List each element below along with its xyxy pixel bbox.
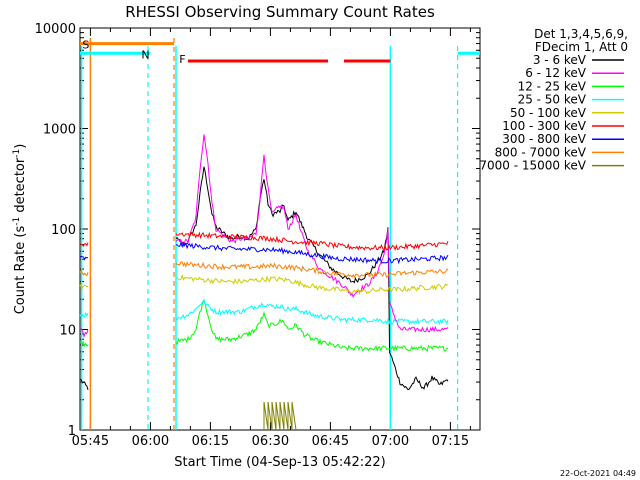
- x-tick-label: 06:45: [312, 434, 349, 449]
- series-line-25-50keV: [79, 298, 449, 326]
- x-tick-label: 07:15: [432, 434, 469, 449]
- series-line-100-300keV: [79, 231, 449, 251]
- legend-label: 50 - 100 keV: [510, 106, 587, 120]
- y-tick-label: 100: [51, 223, 76, 238]
- y-tick-label: 10000: [35, 22, 76, 37]
- x-tick-label: 06:15: [192, 434, 229, 449]
- saa-label: S: [82, 39, 89, 52]
- y-axis-label-part: -1: [12, 149, 22, 158]
- x-tick-label: 07:00: [372, 434, 409, 449]
- x-tick-label: 06:30: [252, 434, 289, 449]
- y-axis-label-part: -1: [12, 217, 22, 226]
- y-axis-label: Count Rate (s-1 detector-1): [12, 144, 28, 315]
- series-line-3-6keV: [79, 166, 449, 391]
- legend-header-line1: Det 1,3,4,5,6,9,: [534, 27, 628, 41]
- footer-timestamp: 22-Oct-2021 04:49: [560, 469, 636, 478]
- series-line-7000-15000keV: [263, 401, 297, 431]
- legend-label: 3 - 6 keV: [533, 53, 587, 67]
- plot-frame: [79, 27, 481, 431]
- legend-label: 300 - 800 keV: [502, 132, 586, 146]
- legend-label: 7000 - 15000 keV: [479, 159, 586, 173]
- legend-label: 25 - 50 keV: [518, 93, 587, 107]
- series-line-12-25keV: [79, 301, 449, 353]
- y-axis-label-part: detector: [13, 157, 28, 217]
- y-axis-label-part: Count Rate (s: [13, 226, 28, 315]
- series-line-50-100keV: [79, 273, 449, 296]
- x-axis-label: Start Time (04-Sep-13 05:42:22): [174, 455, 385, 470]
- x-tick-label: 05:45: [72, 434, 109, 449]
- legend-header-line2: FDecim 1, Att 0: [535, 40, 628, 54]
- y-tick-label: 1000: [43, 123, 76, 138]
- x-tick-label: 06:00: [132, 434, 169, 449]
- y-tick-label: 1: [68, 424, 76, 439]
- series-line-6-12keV: [79, 134, 449, 339]
- legend-label: 12 - 25 keV: [518, 79, 587, 93]
- series-line-800-7000keV: [79, 261, 449, 279]
- chart-title: RHESSI Observing Summary Count Rates: [125, 3, 435, 21]
- legend-label: 800 - 7000 keV: [495, 145, 587, 159]
- y-axis-label-part: ): [13, 144, 28, 149]
- night-label: N: [141, 48, 149, 61]
- y-tick-label: 10: [59, 324, 76, 339]
- legend-label: 6 - 12 keV: [525, 66, 587, 80]
- legend-label: 100 - 300 keV: [502, 119, 586, 133]
- series-line-300-800keV: [79, 241, 449, 265]
- flare-label: F: [179, 53, 185, 66]
